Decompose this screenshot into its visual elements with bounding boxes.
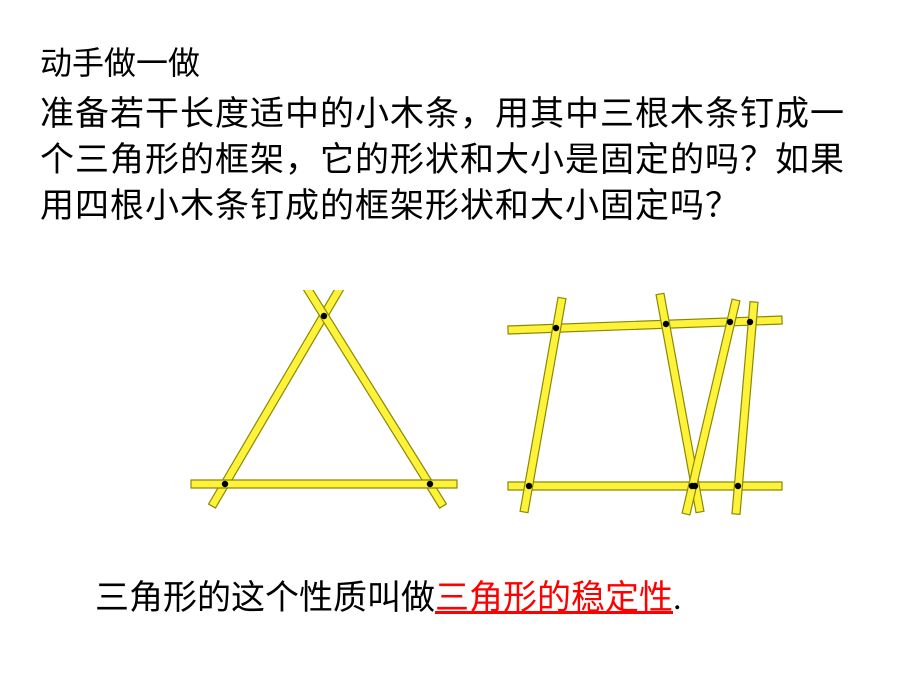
- quadrilateral-diagram: [500, 290, 800, 520]
- nail-dot: [222, 481, 228, 487]
- nail-dot: [735, 483, 741, 489]
- triangle-diagram: [185, 290, 465, 520]
- diagram-container: [0, 290, 920, 530]
- nail-dot: [689, 483, 695, 489]
- conclusion-period: .: [673, 580, 682, 617]
- wood-stick: [191, 480, 457, 488]
- wood-stick: [508, 316, 782, 334]
- nail-dot: [747, 319, 753, 325]
- nail-dot: [526, 483, 532, 489]
- wood-stick: [304, 290, 447, 508]
- instruction-text: 准备若干长度适中的小木条，用其中三根木条钉成一个三角形的框架，它的形状和大小是固…: [40, 92, 860, 230]
- nail-dot: [663, 321, 669, 327]
- nail-dot: [553, 325, 559, 331]
- nail-dot: [727, 319, 733, 325]
- conclusion-prefix: 三角形的这个性质叫做: [95, 580, 435, 617]
- section-heading: 动手做一做: [40, 38, 200, 84]
- wood-stick: [209, 290, 344, 508]
- conclusion-text: 三角形的这个性质叫做三角形的稳定性.: [95, 570, 682, 619]
- nail-dot: [427, 481, 433, 487]
- conclusion-highlight: 三角形的稳定性: [435, 580, 673, 617]
- nail-dot: [321, 313, 327, 319]
